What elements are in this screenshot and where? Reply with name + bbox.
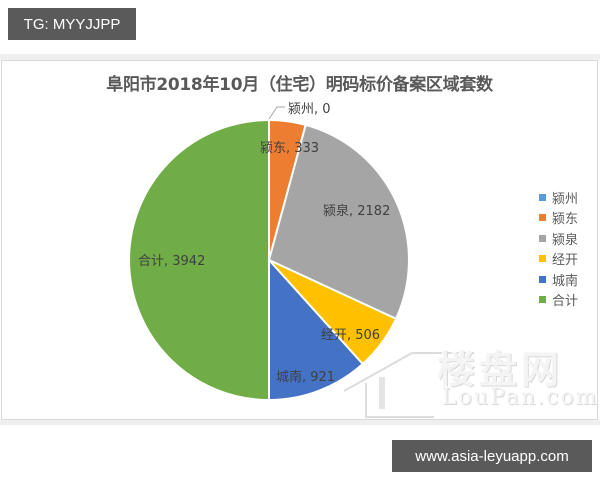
tg-badge: TG: MYYJJPP [8, 8, 136, 40]
legend-swatch-icon [539, 255, 546, 263]
frame-top-band [0, 54, 600, 60]
website-badge: www.asia-leyuapp.com [392, 440, 592, 472]
data-label-yingquan: 颍泉, 2182 [323, 203, 390, 219]
frame-bottom-band [0, 420, 600, 425]
legend-swatch-icon [539, 296, 546, 304]
legend-label: 颍泉 [552, 232, 579, 248]
legend-label: 经开 [552, 253, 579, 269]
legend-label: 城南 [552, 273, 579, 289]
chart-frame: 阜阳市2018年10月（住宅）明码标价备案区域套数 楼盘网 LouPan.com… [1, 60, 598, 420]
legend-label: 合计 [552, 294, 579, 310]
legend-item-yingquan[interactable]: 颍泉 [539, 228, 578, 249]
chart-title: 阜阳市2018年10月（住宅）明码标价备案区域套数 [106, 75, 493, 95]
legend-label: 颍州 [552, 191, 579, 207]
legend-item-yingzhou[interactable]: 颍州 [539, 187, 578, 208]
legend-swatch-icon [539, 275, 546, 283]
leader-line-yingzhou [268, 106, 285, 120]
legend-item-chengnan[interactable]: 城南 [539, 269, 578, 290]
legend-swatch-icon [539, 214, 546, 222]
data-label-jingkai: 经开, 506 [321, 328, 380, 343]
data-label-yingdong: 颍东, 333 [260, 141, 319, 156]
legend-item-heji[interactable]: 合计 [539, 290, 578, 311]
website-badge-text: www.asia-leyuapp.com [415, 447, 569, 465]
legend-swatch-icon [539, 193, 546, 201]
legend-swatch-icon [539, 234, 546, 242]
legend-item-jingkai[interactable]: 经开 [539, 249, 578, 270]
data-label-yingzhou: 颍州, 0 [288, 102, 331, 117]
slice-chengnan[interactable] [268, 257, 365, 402]
data-label-chengnan: 城南, 921 [276, 369, 335, 385]
tg-badge-text: TG: MYYJJPP [23, 15, 121, 33]
data-label-heji: 合计, 3942 [138, 254, 205, 269]
pie-chart: 颍州, 0 颍东, 333 颍泉, 2182 经开, 506 城南, 921 合… [128, 102, 410, 402]
legend-label: 颍东 [552, 212, 579, 228]
slice-yingquan[interactable] [267, 123, 410, 321]
slice-heji[interactable] [128, 118, 270, 402]
chart-legend: 颍州 颍东 颍泉 经开 城南 合计 [539, 187, 578, 310]
legend-item-yingdong[interactable]: 颍东 [539, 208, 578, 229]
